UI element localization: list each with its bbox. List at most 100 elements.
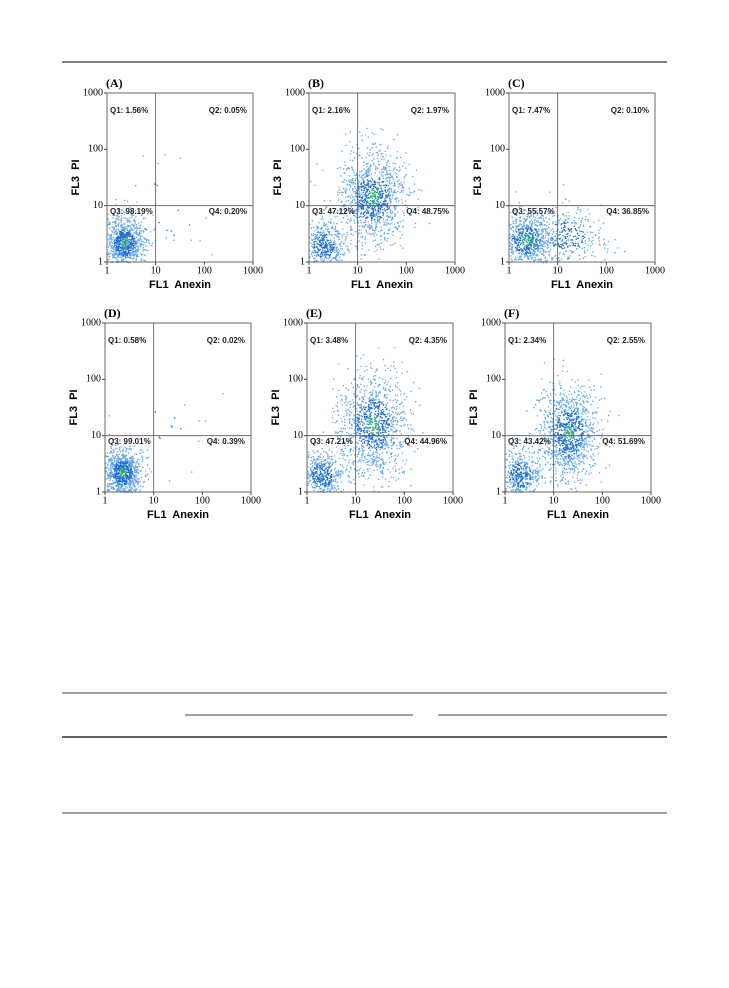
event-dot bbox=[313, 233, 314, 234]
event-dot bbox=[529, 255, 530, 256]
event-dot bbox=[113, 474, 114, 475]
event-dot bbox=[352, 160, 353, 161]
event-dot bbox=[335, 228, 336, 229]
event-dot bbox=[370, 384, 371, 385]
event-dot bbox=[333, 257, 334, 258]
event-dot bbox=[114, 222, 115, 223]
event-dot bbox=[375, 166, 376, 167]
event-dot bbox=[114, 252, 115, 253]
event-dot bbox=[341, 248, 342, 249]
event-dot bbox=[360, 200, 361, 201]
event-dot bbox=[510, 212, 511, 213]
event-dot bbox=[110, 478, 111, 479]
event-dot bbox=[318, 254, 319, 255]
event-dot bbox=[574, 222, 575, 223]
event-dot bbox=[329, 245, 330, 246]
event-dot bbox=[338, 187, 339, 188]
event-dot bbox=[585, 216, 586, 217]
event-dot bbox=[517, 236, 518, 237]
event-dot bbox=[541, 253, 542, 254]
event-dot bbox=[617, 247, 618, 248]
event-dot bbox=[364, 226, 365, 227]
event-dot bbox=[394, 416, 395, 417]
event-dot bbox=[517, 239, 518, 240]
event-dot bbox=[553, 242, 554, 243]
panel-label: (B) bbox=[308, 76, 324, 90]
event-dot bbox=[321, 247, 322, 248]
event-dot bbox=[328, 462, 329, 463]
event-dot bbox=[592, 251, 593, 252]
event-dot bbox=[315, 258, 316, 259]
event-dot bbox=[388, 223, 389, 224]
event-dot bbox=[335, 461, 336, 462]
event-dot bbox=[312, 461, 313, 462]
event-dot bbox=[118, 216, 119, 217]
event-dot bbox=[367, 226, 368, 227]
event-dot bbox=[124, 468, 125, 469]
event-dot bbox=[542, 220, 543, 221]
event-dot bbox=[355, 245, 356, 246]
event-dot bbox=[360, 366, 361, 367]
event-dot bbox=[564, 221, 565, 222]
event-dot bbox=[340, 254, 341, 255]
event-dot bbox=[512, 244, 513, 245]
event-dot bbox=[357, 420, 358, 421]
event-dot bbox=[576, 248, 577, 249]
event-dot bbox=[339, 239, 340, 240]
event-dot bbox=[404, 176, 405, 177]
event-dot bbox=[386, 213, 387, 214]
event-dot bbox=[132, 242, 133, 243]
event-dot bbox=[375, 224, 376, 225]
x-axis-label: FL1 Anexin bbox=[551, 279, 613, 291]
event-dot bbox=[108, 224, 109, 225]
event-dot bbox=[316, 228, 317, 229]
x-tick-label: 100 bbox=[195, 495, 210, 506]
event-dot bbox=[342, 249, 343, 250]
event-dot bbox=[115, 470, 116, 471]
event-dot bbox=[513, 223, 514, 224]
event-dot bbox=[549, 224, 550, 225]
event-dot bbox=[547, 248, 548, 249]
quadrant-label: Q2: 1.97% bbox=[411, 106, 449, 115]
event-dot bbox=[385, 225, 386, 226]
event-dot bbox=[362, 198, 363, 199]
event-dot bbox=[317, 450, 318, 451]
event-dot bbox=[332, 481, 333, 482]
event-dot bbox=[360, 203, 361, 204]
event-dot bbox=[335, 258, 336, 259]
event-dot bbox=[549, 251, 550, 252]
event-dot bbox=[334, 250, 335, 251]
event-dot bbox=[397, 229, 398, 230]
event-dot bbox=[318, 456, 319, 457]
event-dot bbox=[355, 178, 356, 179]
event-dot bbox=[359, 171, 360, 172]
event-dot bbox=[131, 228, 132, 229]
event-dot bbox=[575, 236, 576, 237]
event-dot bbox=[356, 397, 357, 398]
event-dot bbox=[131, 239, 132, 240]
event-dot bbox=[131, 468, 132, 469]
event-dot bbox=[365, 200, 366, 201]
event-dot bbox=[166, 237, 167, 238]
event-dot bbox=[354, 157, 355, 158]
event-dot bbox=[561, 240, 562, 241]
event-dot bbox=[531, 231, 532, 232]
event-dot bbox=[377, 222, 378, 223]
event-dot bbox=[107, 478, 108, 479]
event-dot bbox=[142, 457, 143, 458]
event-dot bbox=[375, 226, 376, 227]
event-dot bbox=[339, 250, 340, 251]
event-dot bbox=[513, 252, 514, 253]
event-dot bbox=[130, 244, 131, 245]
event-dot bbox=[375, 399, 376, 400]
event-dot bbox=[124, 457, 125, 458]
event-dot bbox=[353, 191, 354, 192]
event-dot bbox=[536, 239, 537, 240]
event-dot bbox=[135, 465, 136, 466]
event-dot bbox=[341, 395, 342, 396]
event-dot bbox=[519, 224, 520, 225]
event-dot bbox=[369, 170, 370, 171]
event-dot bbox=[564, 215, 565, 216]
event-dot bbox=[599, 236, 600, 237]
